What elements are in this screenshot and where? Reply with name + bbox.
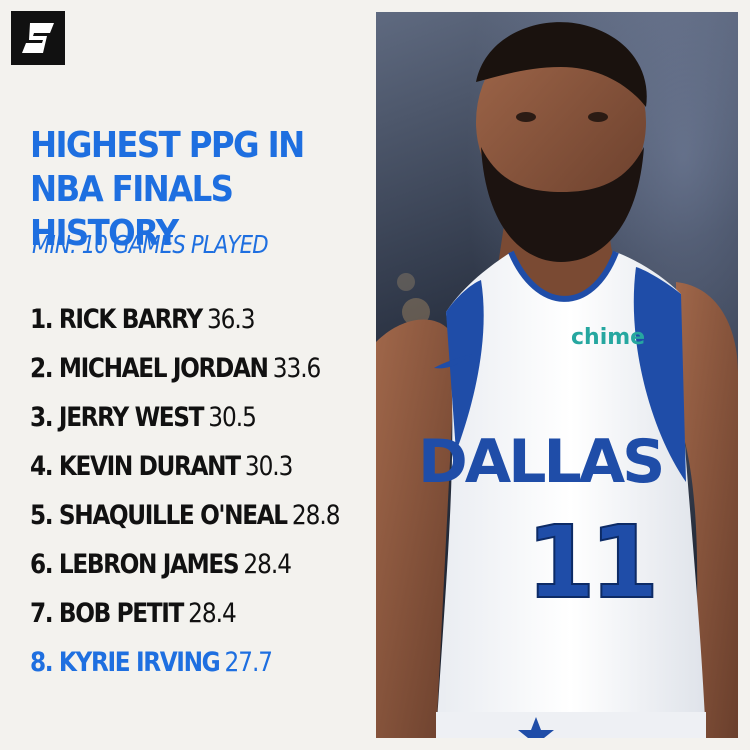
ranking-row: 7. BOB PETIT 28.4 bbox=[30, 598, 339, 647]
player-name: 3. JERRY WEST bbox=[30, 402, 204, 433]
player-photo: chime DALLAS 11 bbox=[376, 12, 738, 738]
player-ppg: 30.5 bbox=[208, 402, 257, 433]
player-name: 6. LEBRON JAMES bbox=[30, 549, 240, 580]
left-arm bbox=[376, 319, 456, 738]
headline: HIGHEST PPG IN NBA FINALS HISTORY bbox=[30, 124, 327, 256]
ranking-row: 5. SHAQUILLE O'NEAL 28.8 bbox=[30, 500, 341, 549]
jersey-team: DALLAS bbox=[418, 427, 662, 497]
player-ppg: 36.3 bbox=[206, 304, 256, 335]
rankings-list: 1. RICK BARRY 36.3 2. MICHAEL JORDAN 33.6 … bbox=[30, 304, 390, 696]
beard bbox=[481, 147, 644, 262]
ranking-row: 6. LEBRON JAMES 28.4 bbox=[30, 549, 339, 598]
player-ppg: 28.4 bbox=[188, 598, 237, 629]
headline-line-1: HIGHEST PPG IN bbox=[30, 125, 305, 166]
ranking-row-highlighted: 8. KYRIE IRVING 27.7 bbox=[30, 647, 339, 696]
player-ppg: 27.7 bbox=[224, 647, 273, 678]
player-ppg: 30.3 bbox=[244, 451, 294, 482]
player-name: 2. MICHAEL JORDAN bbox=[30, 353, 269, 384]
player-ppg: 33.6 bbox=[272, 353, 322, 384]
player-name: 5. SHAQUILLE O'NEAL bbox=[30, 500, 288, 531]
player-ppg: 28.8 bbox=[291, 500, 341, 531]
ranking-row: 3. JERRY WEST 30.5 bbox=[30, 402, 339, 451]
star-icon bbox=[518, 717, 554, 738]
player-name: 8. KYRIE IRVING bbox=[30, 647, 221, 678]
headline-line-2: NBA FINALS HISTORY bbox=[30, 169, 234, 254]
swoosh-icon bbox=[434, 354, 472, 369]
right-arm bbox=[676, 282, 738, 738]
ranking-row: 2. MICHAEL JORDAN 33.6 bbox=[30, 353, 339, 402]
player-illustration: chime DALLAS 11 bbox=[376, 12, 738, 738]
ranking-row: 1. RICK BARRY 36.3 bbox=[30, 304, 339, 353]
player-name: 1. RICK BARRY bbox=[30, 304, 203, 335]
player-name: 7. BOB PETIT bbox=[30, 598, 184, 629]
jersey-number: 11 bbox=[526, 504, 653, 621]
player-name: 4. KEVIN DURANT bbox=[30, 451, 241, 482]
subhead: MIN. 10 GAMES PLAYED bbox=[32, 230, 269, 259]
ranking-row: 4. KEVIN DURANT 30.3 bbox=[30, 451, 339, 500]
s-logo-icon bbox=[22, 23, 54, 53]
brand-logo bbox=[11, 11, 65, 65]
jersey bbox=[436, 252, 706, 738]
player-ppg: 28.4 bbox=[243, 549, 292, 580]
jersey-sponsor: chime bbox=[571, 325, 645, 350]
